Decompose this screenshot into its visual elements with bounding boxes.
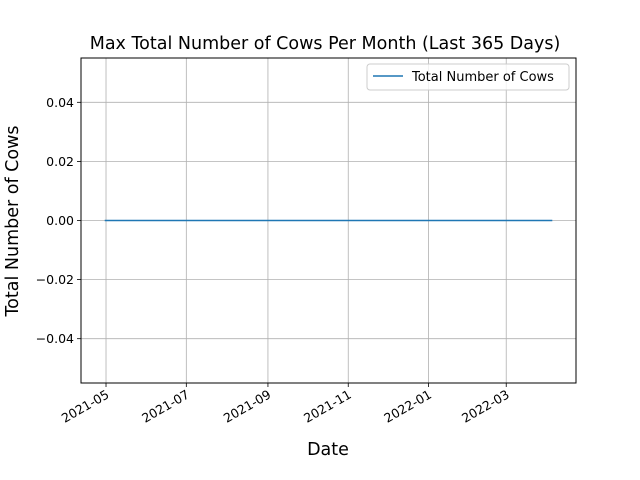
x-axis-label: Date <box>307 440 349 460</box>
x-tick-label: 2021-11 <box>301 387 354 426</box>
x-tick-label: 2021-05 <box>59 387 112 426</box>
legend: Total Number of Cows <box>366 63 570 91</box>
y-tick-label: −0.02 <box>36 272 74 287</box>
y-axis: 0.04 0.02 0.00 −0.02 −0.04 <box>36 95 81 346</box>
y-tick-label: 0.02 <box>46 154 74 169</box>
x-axis: 2021-05 2021-07 2021-09 2021-11 2022-01 2022-… <box>59 383 512 426</box>
y-axis-label: Total Number of Cows <box>3 125 23 317</box>
chart-title: Max Total Number of Cows Per Month (Last… <box>90 34 561 54</box>
legend-label: Total Number of Cows <box>411 70 554 85</box>
x-tick-label: 2021-07 <box>139 387 192 426</box>
x-tick-label: 2022-01 <box>381 387 434 426</box>
x-tick-label: 2021-09 <box>221 387 274 426</box>
y-tick-label: 0.00 <box>46 213 74 228</box>
legend-box <box>366 63 570 91</box>
x-tick-label: 2022-03 <box>459 387 512 426</box>
y-tick-label: −0.04 <box>36 331 74 346</box>
y-tick-label: 0.04 <box>46 95 74 110</box>
